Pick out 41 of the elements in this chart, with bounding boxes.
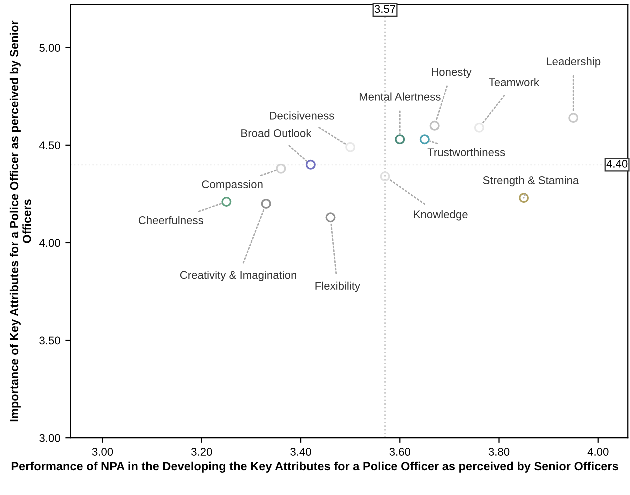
x-axis-title: Performance of NPA in the Developing the Key Attributes for a Police Officer as perceived by Senior Officers — [12, 462, 618, 473]
point — [420, 134, 430, 145]
x-tick-label: 3.20 — [192, 448, 212, 456]
x-tick-label: 3.00 — [92, 448, 114, 456]
annotation: Strength & Stamina — [483, 176, 580, 187]
y-tick-label: 4.00 — [39, 239, 60, 248]
annotation: Broad Outlook — [242, 129, 312, 138]
annotation: Cheerfulness — [138, 216, 204, 224]
ref-line-label: 3.57 — [374, 5, 396, 14]
annotation: Flexibility — [316, 282, 361, 292]
point — [326, 212, 336, 223]
x-tick-label: 3.80 — [488, 448, 510, 456]
point — [276, 164, 286, 174]
point — [474, 122, 484, 133]
point — [430, 120, 440, 131]
point — [346, 142, 356, 152]
annotation: Mental Alertness — [360, 92, 441, 101]
point — [222, 197, 232, 208]
y-tick-label: 4.50 — [39, 142, 60, 150]
y-tick-label: 3.00 — [40, 434, 60, 442]
point — [568, 113, 579, 124]
annotation: Trustworthiness — [428, 148, 506, 156]
annotation: Honesty — [432, 68, 472, 78]
x-tick-label: 3.60 — [390, 448, 411, 456]
annotation: Decisiveness — [270, 112, 334, 120]
annotation: Creativity & Imagination — [180, 270, 296, 282]
point — [306, 160, 316, 170]
y-axis-title: Importance of Key Attributes for a Police Officer as perceived by Senior Officers — [10, 20, 32, 422]
ref-line-label: 4.40 — [606, 160, 628, 168]
x-tick-label: 3.40 — [290, 448, 312, 456]
point — [519, 193, 530, 204]
annotation: Knowledge — [414, 210, 468, 221]
y-tick-label: 3.50 — [40, 336, 60, 345]
point — [395, 134, 406, 145]
point — [261, 198, 272, 209]
annotation: Teamwork — [489, 78, 540, 86]
annotation: Compassion — [202, 180, 263, 191]
y-tick-label: 5.00 — [40, 44, 60, 52]
point — [380, 172, 390, 182]
x-tick-label: 4.00 — [588, 448, 609, 456]
annotation: Leadership — [547, 57, 601, 68]
